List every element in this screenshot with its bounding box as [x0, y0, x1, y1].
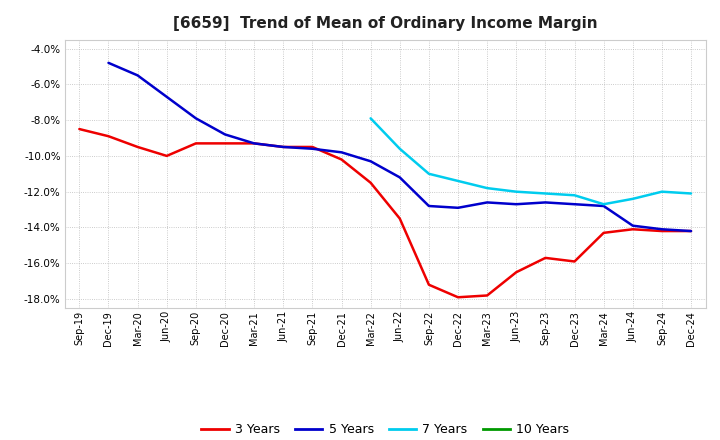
3 Years — [657, 228, 666, 234]
7 Years — [570, 193, 579, 198]
3 Years — [512, 270, 521, 275]
7 Years — [454, 178, 462, 183]
5 Years — [454, 205, 462, 210]
3 Years — [192, 141, 200, 146]
3 Years — [366, 180, 375, 185]
5 Years — [308, 146, 317, 151]
5 Years — [512, 202, 521, 207]
5 Years — [425, 203, 433, 209]
3 Years — [395, 216, 404, 221]
5 Years — [541, 200, 550, 205]
3 Years — [541, 255, 550, 260]
5 Years — [279, 144, 287, 150]
3 Years — [337, 157, 346, 162]
3 Years — [483, 293, 492, 298]
5 Years — [220, 132, 229, 137]
7 Years — [629, 196, 637, 202]
5 Years — [133, 73, 142, 78]
5 Years — [366, 159, 375, 164]
3 Years — [163, 153, 171, 158]
3 Years — [687, 228, 696, 234]
5 Years — [337, 150, 346, 155]
3 Years — [599, 230, 608, 235]
7 Years — [599, 202, 608, 207]
3 Years — [308, 144, 317, 150]
5 Years — [687, 228, 696, 234]
3 Years — [104, 134, 113, 139]
5 Years — [163, 94, 171, 99]
7 Years — [657, 189, 666, 194]
5 Years — [192, 116, 200, 121]
5 Years — [483, 200, 492, 205]
5 Years — [250, 141, 258, 146]
3 Years — [454, 295, 462, 300]
Legend: 3 Years, 5 Years, 7 Years, 10 Years: 3 Years, 5 Years, 7 Years, 10 Years — [196, 418, 575, 440]
Title: [6659]  Trend of Mean of Ordinary Income Margin: [6659] Trend of Mean of Ordinary Income … — [173, 16, 598, 32]
7 Years — [687, 191, 696, 196]
3 Years — [75, 126, 84, 132]
Line: 3 Years: 3 Years — [79, 129, 691, 297]
3 Years — [570, 259, 579, 264]
5 Years — [395, 175, 404, 180]
5 Years — [599, 203, 608, 209]
3 Years — [133, 144, 142, 150]
5 Years — [629, 223, 637, 228]
3 Years — [250, 141, 258, 146]
Line: 5 Years: 5 Years — [109, 63, 691, 231]
5 Years — [570, 202, 579, 207]
7 Years — [541, 191, 550, 196]
3 Years — [629, 227, 637, 232]
7 Years — [512, 189, 521, 194]
3 Years — [279, 144, 287, 150]
3 Years — [220, 141, 229, 146]
7 Years — [483, 186, 492, 191]
7 Years — [366, 116, 375, 121]
7 Years — [395, 146, 404, 151]
7 Years — [425, 171, 433, 176]
5 Years — [104, 60, 113, 66]
Line: 7 Years: 7 Years — [371, 118, 691, 204]
5 Years — [657, 227, 666, 232]
3 Years — [425, 282, 433, 287]
